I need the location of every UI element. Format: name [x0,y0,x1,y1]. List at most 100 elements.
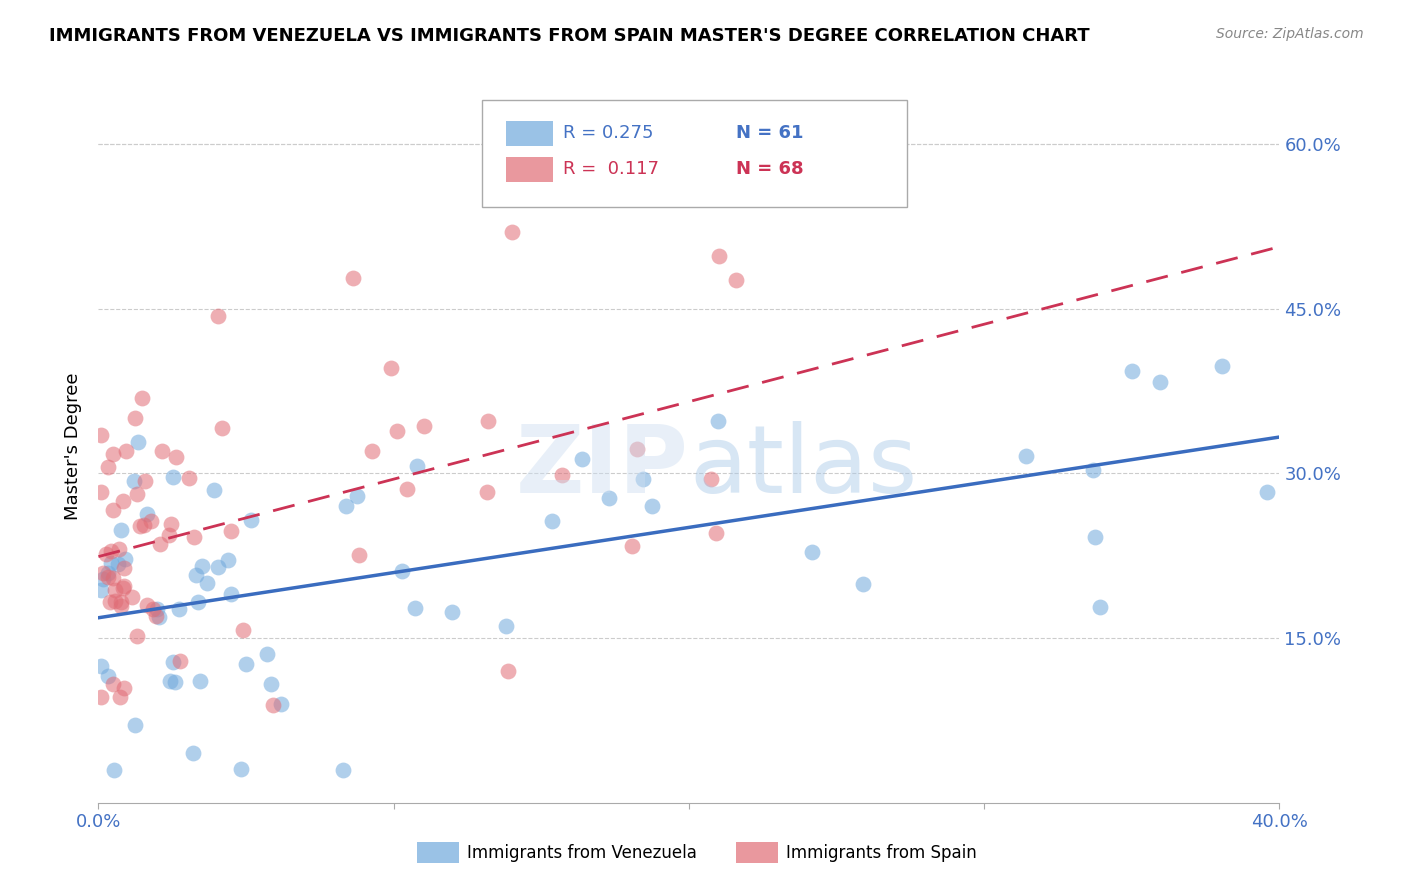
Point [239,513,262,527]
Point [104,583,127,598]
Point [148,610,170,624]
Point [1015,449,1038,463]
Point [1121,364,1143,378]
Point [129,519,152,533]
Point [103,763,125,777]
Point [134,474,156,488]
Point [260,677,283,691]
Point [332,763,354,777]
Point [231,762,253,776]
Point [852,576,875,591]
Text: N = 68: N = 68 [737,161,804,178]
Point [440,605,463,619]
Point [477,414,499,428]
Point [112,561,135,575]
Point [142,602,165,616]
Point [495,618,517,632]
Point [641,499,664,513]
Point [101,677,124,691]
Point [122,474,145,488]
Point [598,491,620,506]
Point [335,499,357,513]
Point [90,658,112,673]
Text: ZIP: ZIP [516,421,689,514]
Point [100,544,122,558]
FancyBboxPatch shape [482,100,907,207]
Text: Source: ZipAtlas.com: Source: ZipAtlas.com [1216,27,1364,41]
Point [131,392,153,406]
Point [501,225,523,239]
Point [262,698,284,712]
Point [571,451,593,466]
Point [700,472,723,486]
Point [149,537,172,551]
Point [477,485,499,500]
Point [342,271,364,285]
Point [404,600,426,615]
Point [127,487,149,501]
Point [97,460,120,475]
Point [146,601,169,615]
Point [98,595,121,609]
Point [1256,484,1278,499]
Point [626,442,648,457]
Point [183,530,205,544]
Point [188,674,211,689]
Point [550,468,572,483]
Point [541,514,564,528]
Point [163,674,186,689]
Point [107,542,129,557]
Point [709,249,731,263]
Point [219,587,242,601]
Point [135,507,157,521]
Point [97,570,120,584]
Point [93,566,115,581]
Point [211,421,233,435]
Point [162,655,184,669]
Point [111,581,134,595]
Point [387,424,409,438]
Point [631,472,654,486]
Point [1211,359,1233,373]
Point [90,690,112,704]
Point [405,458,427,473]
Point [191,559,214,574]
Point [361,444,384,458]
Point [270,697,292,711]
Point [391,564,413,578]
Point [101,503,124,517]
Text: R =  0.117: R = 0.117 [562,161,658,178]
Point [219,524,242,538]
Text: N = 61: N = 61 [737,125,804,143]
Point [90,428,112,442]
Point [115,443,138,458]
Text: atlas: atlas [689,421,917,514]
Point [112,494,135,508]
Point [704,525,727,540]
Point [235,657,257,671]
Point [150,444,173,458]
Point [97,566,120,580]
Point [1084,530,1107,544]
Point [96,547,118,561]
Point [800,544,823,558]
Point [1081,462,1104,476]
Point [127,435,149,450]
Text: IMMIGRANTS FROM VENEZUELA VS IMMIGRANTS FROM SPAIN MASTER'S DEGREE CORRELATION C: IMMIGRANTS FROM VENEZUELA VS IMMIGRANTS … [49,27,1090,45]
Point [183,747,205,761]
Bar [737,842,778,863]
Point [124,718,146,732]
Point [232,623,254,637]
Bar [506,121,553,146]
Point [90,484,112,499]
Point [90,582,112,597]
Point [112,681,135,695]
Point [162,470,184,484]
Point [413,419,436,434]
Point [103,447,125,461]
Point [107,558,129,572]
Point [125,629,148,643]
Text: Immigrants from Venezuela: Immigrants from Venezuela [467,844,697,862]
Point [380,361,402,376]
Point [159,673,181,688]
